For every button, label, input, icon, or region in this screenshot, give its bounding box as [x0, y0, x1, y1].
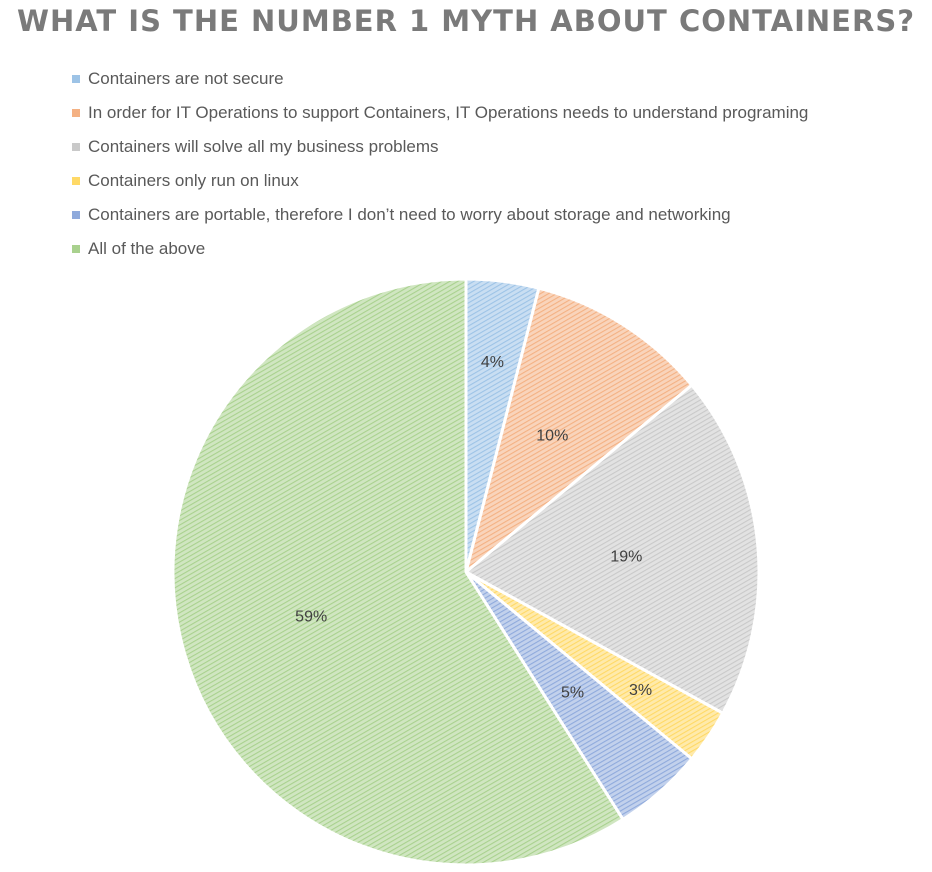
chart-title: WHAT IS THE NUMBER 1 MYTH ABOUT CONTAINE… [16, 4, 916, 38]
pie-slices [171, 277, 761, 867]
legend: Containers are not secure In order for IT… [72, 62, 808, 266]
legend-label: In order for IT Operations to support Co… [88, 103, 809, 122]
pie-labels: 4% 10% 19% 3% 5% 59% [295, 354, 652, 701]
pie-data-label: 3% [629, 682, 652, 699]
legend-label: Containers will solve all my business pr… [88, 137, 439, 156]
pie-data-label: 5% [561, 684, 584, 701]
legend-label: All of the above [88, 239, 206, 258]
legend-label: Containers are not secure [88, 69, 284, 88]
pie-slice [463, 286, 694, 577]
legend-swatch [72, 177, 80, 185]
legend-swatch [72, 245, 80, 253]
pie-data-label: 4% [481, 354, 504, 371]
legend-item: All of the above [72, 232, 808, 266]
legend-swatch [72, 211, 80, 219]
legend-item: Containers will solve all my business pr… [72, 130, 808, 164]
legend-item: In order for IT Operations to support Co… [72, 96, 808, 130]
legend-item: Containers only run on linux [72, 164, 808, 198]
pie-data-label: 19% [610, 548, 642, 565]
legend-item: Containers are portable, therefore I don… [72, 198, 808, 232]
legend-swatch [72, 143, 80, 151]
legend-item: Containers are not secure [72, 62, 808, 96]
legend-label: Containers are portable, therefore I don… [88, 205, 731, 224]
pie-data-label: 59% [295, 609, 327, 626]
pie-slice [463, 383, 761, 716]
legend-label: Containers only run on linux [88, 171, 299, 190]
legend-swatch [72, 75, 80, 83]
pie-slice [171, 277, 626, 867]
legend-swatch [72, 109, 80, 117]
pie-data-label: 10% [536, 427, 568, 444]
